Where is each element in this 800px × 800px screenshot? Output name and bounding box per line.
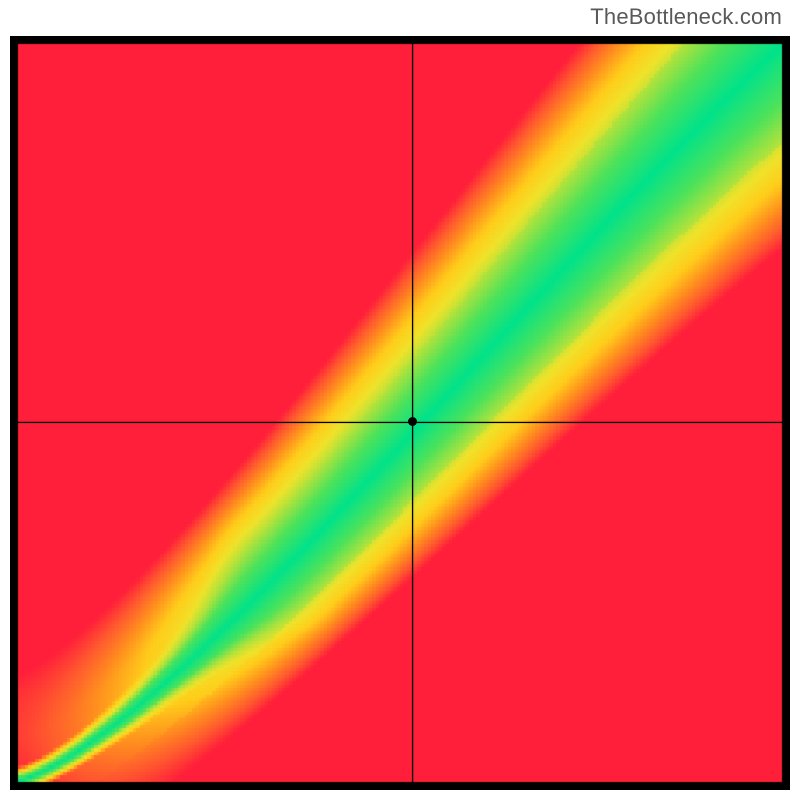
crosshair-vertical-line	[412, 36, 413, 790]
watermark-text: TheBottleneck.com	[590, 4, 782, 30]
bottleneck-heatmap-chart	[10, 36, 790, 790]
crosshair-horizontal-line	[10, 422, 790, 423]
heatmap-canvas	[10, 36, 790, 790]
